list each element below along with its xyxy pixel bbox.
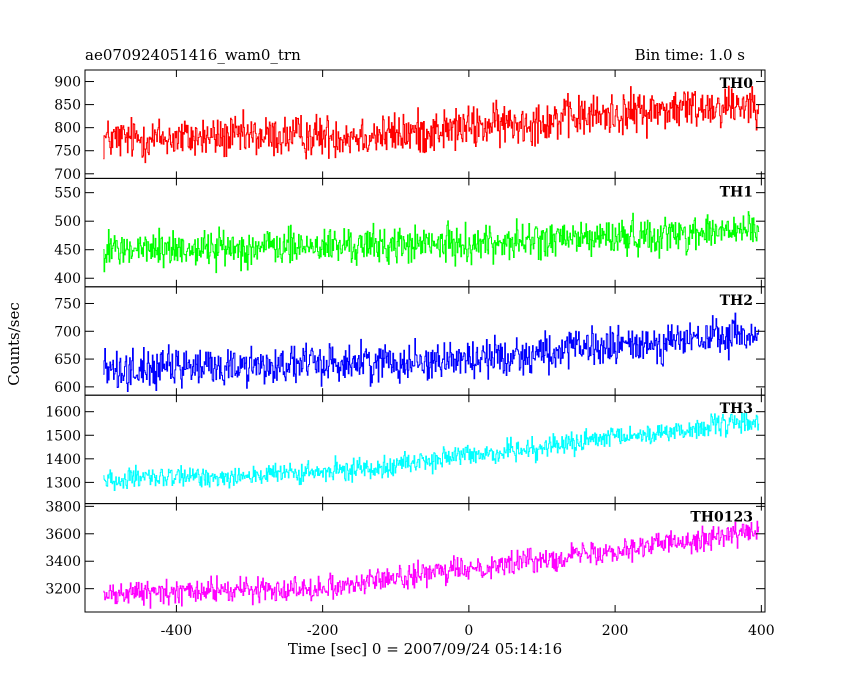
panel-frame	[84, 69, 766, 179]
x-axis-label: Time [sec] 0 = 2007/09/24 05:14:16	[288, 640, 562, 658]
panel-label-th0: TH0	[720, 76, 754, 92]
panel-th0: 700 750 800 850 900 TH0	[54, 69, 766, 183]
panel-label-th2: TH2	[720, 293, 753, 309]
series-th1-line	[103, 211, 760, 274]
y-tick-label: 400	[54, 271, 81, 287]
y-tick-label: 550	[54, 186, 81, 202]
y-tick-label: 500	[54, 214, 81, 230]
bin-time-label: Bin time: 1.0 s	[635, 46, 745, 64]
y-tick-label: 700	[54, 167, 81, 183]
y-tick-label: 900	[54, 75, 81, 91]
panel-frame	[84, 503, 766, 613]
y-tick-label: 650	[54, 352, 81, 368]
y-tick-label: 1300	[45, 475, 81, 491]
y-tick-label: 700	[54, 324, 81, 340]
panel-label-th0123: TH0123	[690, 510, 753, 526]
y-tick-label: 750	[54, 296, 81, 312]
y-axis-label: Counts/sec	[5, 302, 23, 386]
y-tick-label: 1500	[45, 428, 81, 444]
panel-label-th3: TH3	[720, 401, 753, 417]
y-tick-label: 1400	[45, 452, 81, 468]
panels-group: 700 750 800 850 900 TH0 400 450 500 550 TH1 600 650 7…	[45, 69, 766, 613]
y-tick-label: 3200	[45, 582, 81, 598]
y-tick-label: 3800	[45, 499, 81, 515]
x-tick-label: -200	[307, 623, 338, 639]
panel-th0123: 3200 3400 3600 3800 TH0123	[45, 499, 766, 613]
y-tick-label: 1600	[45, 405, 81, 421]
series-th0-line	[103, 85, 760, 164]
y-tick-label: 850	[54, 98, 81, 114]
y-tick-label: 600	[54, 380, 81, 396]
x-tick-label: 400	[748, 623, 775, 639]
panel-label-th1: TH1	[720, 184, 753, 200]
x-tick-label: 0	[464, 623, 473, 639]
y-tick-label: 450	[54, 243, 81, 259]
panel-th2: 600 650 700 750 TH2	[54, 286, 766, 396]
series-th2-line	[103, 312, 760, 392]
x-axis: -400 -200 0 200 400	[161, 623, 775, 639]
y-tick-label: 800	[54, 121, 81, 137]
x-tick-label: -400	[161, 623, 192, 639]
series-th3-line	[103, 412, 760, 491]
panel-frame	[84, 394, 766, 505]
chart-title: ae070924051416_wam0_trn	[85, 46, 301, 64]
series-th0123-line	[103, 520, 760, 609]
y-tick-label: 750	[54, 144, 81, 160]
y-tick-label: 3600	[45, 527, 81, 543]
panel-th3: 1300 1400 1500 1600 TH3	[45, 394, 766, 505]
y-tick-label: 3400	[45, 554, 81, 570]
panel-th1: 400 450 500 550 TH1	[54, 177, 766, 288]
x-tick-label: 200	[602, 623, 629, 639]
